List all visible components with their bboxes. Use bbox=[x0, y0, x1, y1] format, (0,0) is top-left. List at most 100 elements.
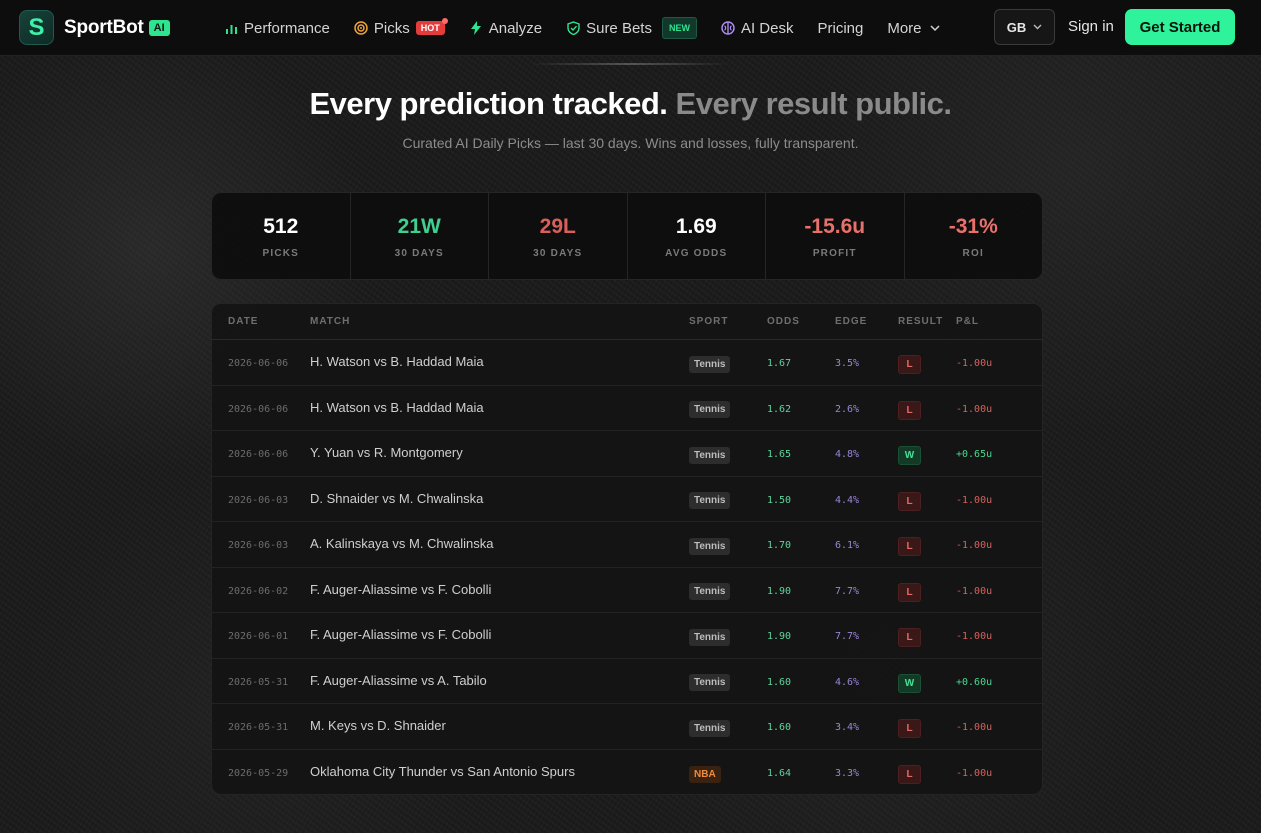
row-edge: 4.4% bbox=[835, 494, 860, 506]
table-body: 2026-06-06 H. Watson vs B. Haddad Maia T… bbox=[212, 340, 1042, 795]
stat-wins: 21W 30 DAYS bbox=[351, 193, 489, 279]
sport-badge: Tennis bbox=[689, 446, 731, 464]
nav-item-label: Performance bbox=[244, 19, 330, 37]
stat-value: -31% bbox=[948, 215, 998, 238]
row-pnl: -1.00u bbox=[956, 631, 993, 643]
header-pnl: P&L bbox=[956, 316, 979, 327]
row-edge: 6.1% bbox=[835, 540, 860, 552]
row-pnl: -1.00u bbox=[956, 494, 993, 506]
nav-item-performance[interactable]: Performance bbox=[224, 20, 330, 37]
stat-label: AVG ODDS bbox=[665, 248, 728, 259]
row-edge: 4.8% bbox=[835, 449, 860, 461]
nav-item-more[interactable]: More bbox=[887, 20, 941, 37]
stats-bar: 512 PICKS 21W 30 DAYS 29L 30 DAYS 1.69 A… bbox=[211, 192, 1043, 280]
row-match: H. Watson vs B. Haddad Maia bbox=[310, 399, 484, 415]
row-odds: 1.50 bbox=[767, 494, 792, 506]
target-icon bbox=[354, 21, 368, 35]
row-date: 2026-05-31 bbox=[228, 676, 289, 688]
row-date: 2026-05-29 bbox=[228, 768, 289, 780]
row-odds: 1.60 bbox=[767, 722, 792, 734]
row-pnl: -1.00u bbox=[956, 768, 993, 780]
sport-badge: Tennis bbox=[689, 674, 731, 692]
stat-label: 30 DAYS bbox=[533, 248, 583, 259]
bar-chart-icon bbox=[224, 21, 238, 35]
table-row[interactable]: 2026-06-03 A. Kalinskaya vs M. Chwalinsk… bbox=[212, 522, 1042, 568]
row-edge: 3.4% bbox=[835, 722, 860, 734]
nav-item-sure-bets[interactable]: Sure Bets NEW bbox=[566, 17, 697, 39]
header-match: MATCH bbox=[310, 316, 351, 327]
stat-value: -15.6u bbox=[804, 215, 866, 238]
picks-table: DATE MATCH SPORT ODDS EDGE RESULT P&L 20… bbox=[211, 303, 1043, 795]
region-selector[interactable]: GB bbox=[994, 9, 1055, 45]
stat-label: PROFIT bbox=[812, 248, 857, 259]
row-date: 2026-06-06 bbox=[228, 403, 289, 415]
brand[interactable]: S SportBot AI bbox=[19, 10, 170, 45]
result-badge: L bbox=[898, 537, 921, 557]
nav-item-label: Analyze bbox=[488, 19, 543, 37]
sport-badge: Tennis bbox=[689, 401, 731, 419]
table-row[interactable]: 2026-05-29 Oklahoma City Thunder vs San … bbox=[212, 750, 1042, 795]
nav-item-picks[interactable]: Picks HOT bbox=[354, 18, 448, 37]
result-badge: L bbox=[898, 628, 921, 648]
hero-divider bbox=[530, 63, 730, 65]
stat-avg-odds: 1.69 AVG ODDS bbox=[628, 193, 766, 279]
row-odds: 1.90 bbox=[767, 631, 792, 643]
result-badge: L bbox=[898, 491, 921, 511]
lightning-icon bbox=[469, 21, 483, 35]
nav-menu: Performance Picks HOT Analyze Sure Bets … bbox=[224, 0, 966, 56]
sport-badge: Tennis bbox=[689, 537, 731, 555]
new-badge: NEW bbox=[661, 17, 697, 39]
row-match: F. Auger-Aliassime vs F. Cobolli bbox=[310, 627, 492, 643]
row-odds: 1.62 bbox=[767, 403, 792, 415]
nav-item-label: Sure Bets bbox=[586, 19, 652, 37]
row-odds: 1.65 bbox=[767, 449, 792, 461]
row-date: 2026-06-03 bbox=[228, 540, 289, 552]
stat-label: 30 DAYS bbox=[394, 248, 444, 259]
row-match: F. Auger-Aliassime vs A. Tabilo bbox=[310, 672, 487, 688]
hero-subtitle: Curated AI Daily Picks — last 30 days. W… bbox=[402, 135, 859, 151]
nav-item-label: Pricing bbox=[817, 19, 864, 37]
table-header: DATE MATCH SPORT ODDS EDGE RESULT P&L bbox=[212, 304, 1042, 340]
row-match: Oklahoma City Thunder vs San Antonio Spu… bbox=[310, 764, 575, 780]
table-row[interactable]: 2026-05-31 M. Keys vs D. Shnaider Tennis… bbox=[212, 704, 1042, 750]
row-date: 2026-06-06 bbox=[228, 358, 289, 370]
table-row[interactable]: 2026-06-06 H. Watson vs B. Haddad Maia T… bbox=[212, 386, 1042, 431]
result-badge: L bbox=[898, 765, 921, 785]
sport-badge: Tennis bbox=[689, 492, 731, 510]
table-row[interactable]: 2026-06-02 F. Auger-Aliassime vs F. Cobo… bbox=[212, 568, 1042, 613]
row-pnl: -1.00u bbox=[956, 358, 993, 370]
stat-value: 1.69 bbox=[675, 215, 717, 238]
table-row[interactable]: 2026-06-01 F. Auger-Aliassime vs F. Cobo… bbox=[212, 613, 1042, 659]
get-started-button[interactable]: Get Started bbox=[1125, 9, 1235, 45]
sport-badge: Tennis bbox=[689, 719, 731, 737]
stat-label: PICKS bbox=[262, 248, 300, 259]
row-edge: 4.6% bbox=[835, 676, 860, 688]
row-odds: 1.90 bbox=[767, 585, 792, 597]
sport-badge: Tennis bbox=[689, 628, 731, 646]
brand-ai-badge: AI bbox=[148, 19, 170, 36]
nav-item-analyze[interactable]: Analyze bbox=[469, 20, 542, 37]
nav-item-label: AI Desk bbox=[740, 19, 794, 37]
hero-title-main: Every prediction tracked. bbox=[309, 86, 668, 121]
row-date: 2026-05-31 bbox=[228, 722, 289, 734]
nav-item-ai-desk[interactable]: AI Desk bbox=[721, 19, 794, 37]
stat-value: 29L bbox=[539, 215, 576, 238]
stat-value: 21W bbox=[397, 215, 441, 238]
row-odds: 1.64 bbox=[767, 768, 792, 780]
row-pnl: -1.00u bbox=[956, 403, 993, 415]
row-date: 2026-06-03 bbox=[228, 494, 289, 506]
table-row[interactable]: 2026-06-06 H. Watson vs B. Haddad Maia T… bbox=[212, 340, 1042, 386]
brand-name: SportBot bbox=[64, 16, 144, 38]
table-row[interactable]: 2026-06-06 Y. Yuan vs R. Montgomery Tenn… bbox=[212, 431, 1042, 477]
table-row[interactable]: 2026-05-31 F. Auger-Aliassime vs A. Tabi… bbox=[212, 659, 1042, 704]
brand-logo: S bbox=[19, 10, 54, 45]
stat-value: 512 bbox=[263, 215, 299, 238]
sign-in-link[interactable]: Sign in bbox=[1068, 18, 1114, 35]
nav-item-pricing[interactable]: Pricing bbox=[817, 20, 863, 37]
table-row[interactable]: 2026-06-03 D. Shnaider vs M. Chwalinska … bbox=[212, 477, 1042, 522]
result-badge: L bbox=[898, 719, 921, 739]
result-badge: W bbox=[898, 673, 921, 693]
row-match: A. Kalinskaya vs M. Chwalinska bbox=[310, 536, 494, 552]
header-sport: SPORT bbox=[689, 316, 729, 327]
row-date: 2026-06-06 bbox=[228, 449, 289, 461]
